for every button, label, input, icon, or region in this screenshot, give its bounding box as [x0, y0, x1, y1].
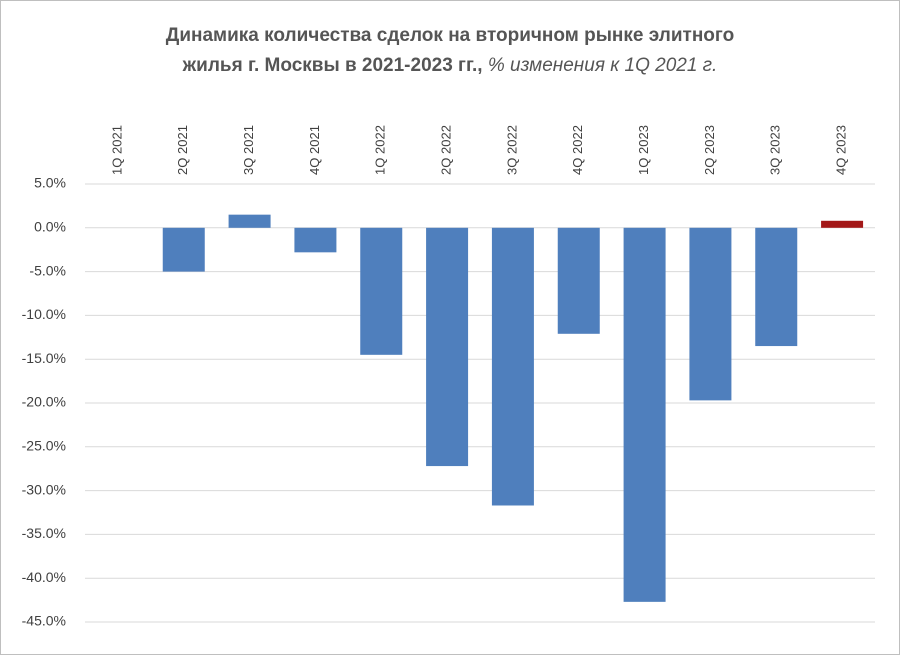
bar	[228, 214, 271, 228]
y-tick-label: 5.0%	[34, 175, 66, 191]
y-tick-label: 0.0%	[34, 219, 66, 235]
x-tick-label: 1Q 2023	[636, 125, 651, 175]
bar	[557, 227, 600, 334]
bar	[360, 227, 403, 355]
y-tick-label: -20.0%	[22, 394, 66, 410]
x-tick-label: 2Q 2023	[702, 125, 717, 175]
y-tick-label: -35.0%	[22, 525, 66, 541]
y-tick-label: -40.0%	[22, 569, 66, 585]
chart-subtitle: % изменения к 1Q 2021 г.	[488, 55, 718, 76]
y-tick-label: -10.0%	[22, 306, 66, 322]
x-tick-label: 2Q 2021	[175, 125, 190, 175]
x-tick-label: 1Q 2021	[109, 125, 124, 175]
bar	[294, 227, 337, 253]
y-tick-label: -30.0%	[22, 481, 66, 497]
bar	[491, 227, 534, 506]
y-tick-label: -5.0%	[29, 262, 66, 278]
bar	[162, 227, 205, 272]
x-tick-label: 3Q 2023	[768, 125, 783, 175]
y-tick-label: -15.0%	[22, 350, 66, 366]
bar	[689, 227, 732, 401]
x-tick-label: 1Q 2022	[373, 125, 388, 175]
bar	[426, 227, 469, 467]
chart-title-line: жилья г. Москвы в 2021-2023 гг., % измен…	[182, 55, 718, 76]
chart-title: Динамика количества сделок на вторичном …	[166, 25, 734, 46]
chart-title: жилья г. Москвы в 2021-2023 гг.,	[182, 55, 483, 76]
x-tick-label: 4Q 2022	[570, 125, 585, 175]
bar	[755, 227, 798, 347]
bar	[821, 220, 864, 228]
x-tick-label: 4Q 2023	[834, 125, 849, 175]
x-tick-label: 3Q 2021	[241, 125, 256, 175]
x-tick-label: 4Q 2021	[307, 125, 322, 175]
x-tick-label: 3Q 2022	[504, 125, 519, 175]
y-tick-label: -45.0%	[22, 613, 66, 629]
bar	[623, 227, 666, 602]
x-tick-label: 2Q 2022	[439, 125, 454, 175]
y-tick-label: -25.0%	[22, 438, 66, 454]
